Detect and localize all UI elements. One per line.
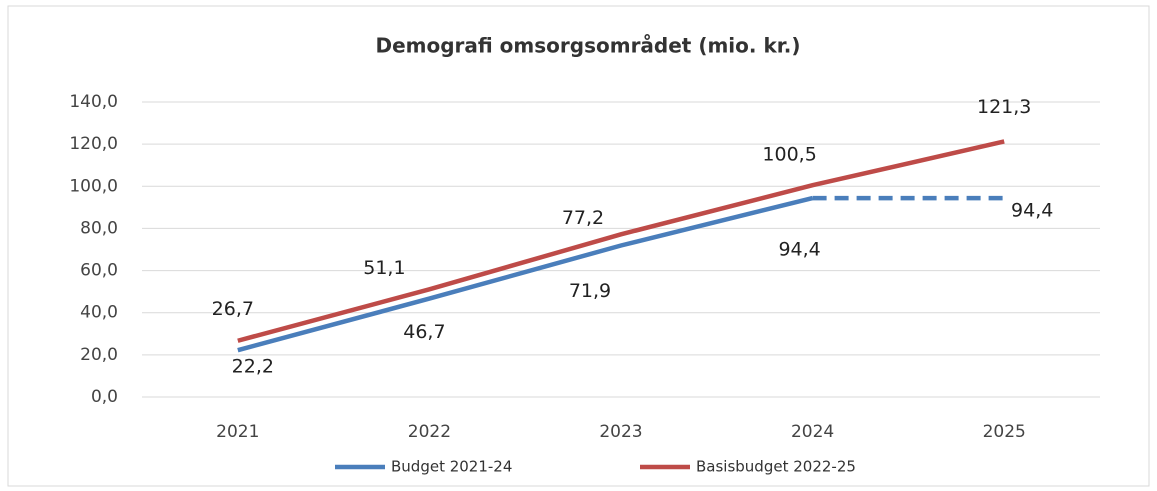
series-line [237, 195, 814, 353]
x-tick-label: 2021 [216, 422, 259, 442]
data-label: 46,7 [403, 321, 445, 343]
data-label: 22,2 [232, 356, 274, 378]
y-tick-label: 120,0 [69, 134, 118, 154]
y-tick-label: 40,0 [80, 303, 118, 323]
data-label: 71,9 [569, 280, 611, 302]
y-tick-label: 20,0 [80, 345, 118, 365]
data-label: 51,1 [363, 257, 405, 279]
legend-label: Budget 2021-24 [391, 458, 512, 476]
series-line [237, 139, 1005, 343]
y-tick-label: 60,0 [80, 261, 118, 281]
y-tick-label: 80,0 [80, 218, 118, 238]
legend-label: Basisbudget 2022-25 [696, 458, 856, 476]
x-tick-label: 2024 [791, 422, 834, 442]
x-tick-label: 2022 [408, 422, 451, 442]
data-label: 77,2 [562, 207, 604, 229]
y-tick-label: 0,0 [91, 387, 118, 407]
data-label: 121,3 [977, 96, 1031, 118]
x-tick-label: 2025 [983, 422, 1026, 442]
data-label: 26,7 [212, 298, 254, 320]
y-tick-label: 140,0 [69, 92, 118, 112]
x-tick-label: 2023 [599, 422, 642, 442]
y-tick-label: 100,0 [69, 176, 118, 196]
data-label: 94,4 [1011, 200, 1053, 222]
data-label: 100,5 [762, 144, 816, 166]
chart-title: Demografi omsorgsområdet (mio. kr.) [375, 34, 800, 58]
data-label: 94,4 [778, 239, 820, 261]
